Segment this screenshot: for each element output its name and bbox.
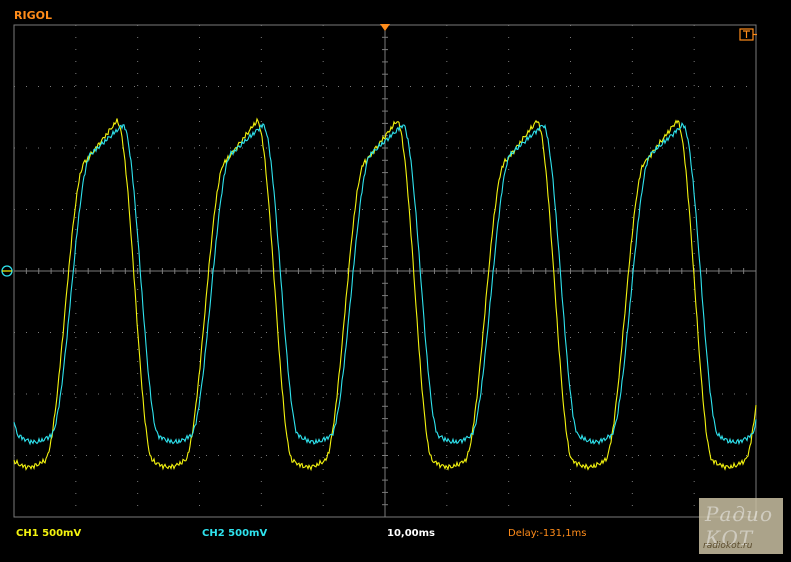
watermark-logo: Радио КОТ xyxy=(705,502,773,550)
ch2-trace xyxy=(13,121,757,446)
watermark-url: radiokot.ru xyxy=(703,541,753,551)
delay-label[interactable]: Delay:-131,1ms xyxy=(508,528,587,539)
brand-label: RIGOL xyxy=(14,9,52,22)
timebase-label[interactable]: 10,00ms xyxy=(387,528,436,539)
ch2-scale-label[interactable]: CH2 500mV xyxy=(202,528,268,539)
watermark: Радио КОТ radiokot.ru xyxy=(699,498,783,554)
trigger-position-icon xyxy=(380,24,390,31)
trigger-mode-icon xyxy=(739,28,757,41)
ch1-scale-label[interactable]: CH1 500mV xyxy=(16,528,82,539)
ground-marker-icon xyxy=(1,265,13,277)
waveform-traces xyxy=(13,117,757,472)
ch1-trace xyxy=(13,117,757,472)
